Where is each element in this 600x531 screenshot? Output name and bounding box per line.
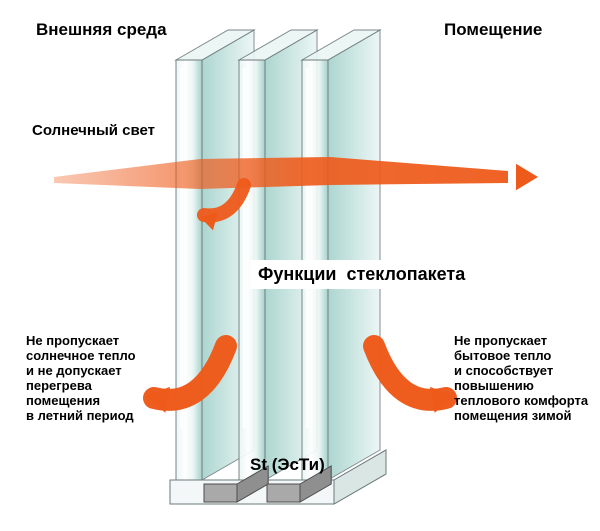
label-functions: Функции стеклопакета	[250, 260, 473, 289]
label-outside-env: Внешняя среда	[36, 20, 167, 40]
label-brand: St (ЭсТи)	[250, 455, 325, 475]
arrow-reflect-right	[374, 346, 454, 413]
label-right-note: Не пропускает бытовое тепло и способству…	[454, 334, 588, 424]
label-left-note: Не пропускает солнечное тепло и не допус…	[26, 334, 136, 424]
arrow-sunlight	[54, 157, 538, 190]
label-inside-env: Помещение	[444, 20, 542, 40]
label-sunlight: Солнечный свет	[32, 122, 155, 139]
